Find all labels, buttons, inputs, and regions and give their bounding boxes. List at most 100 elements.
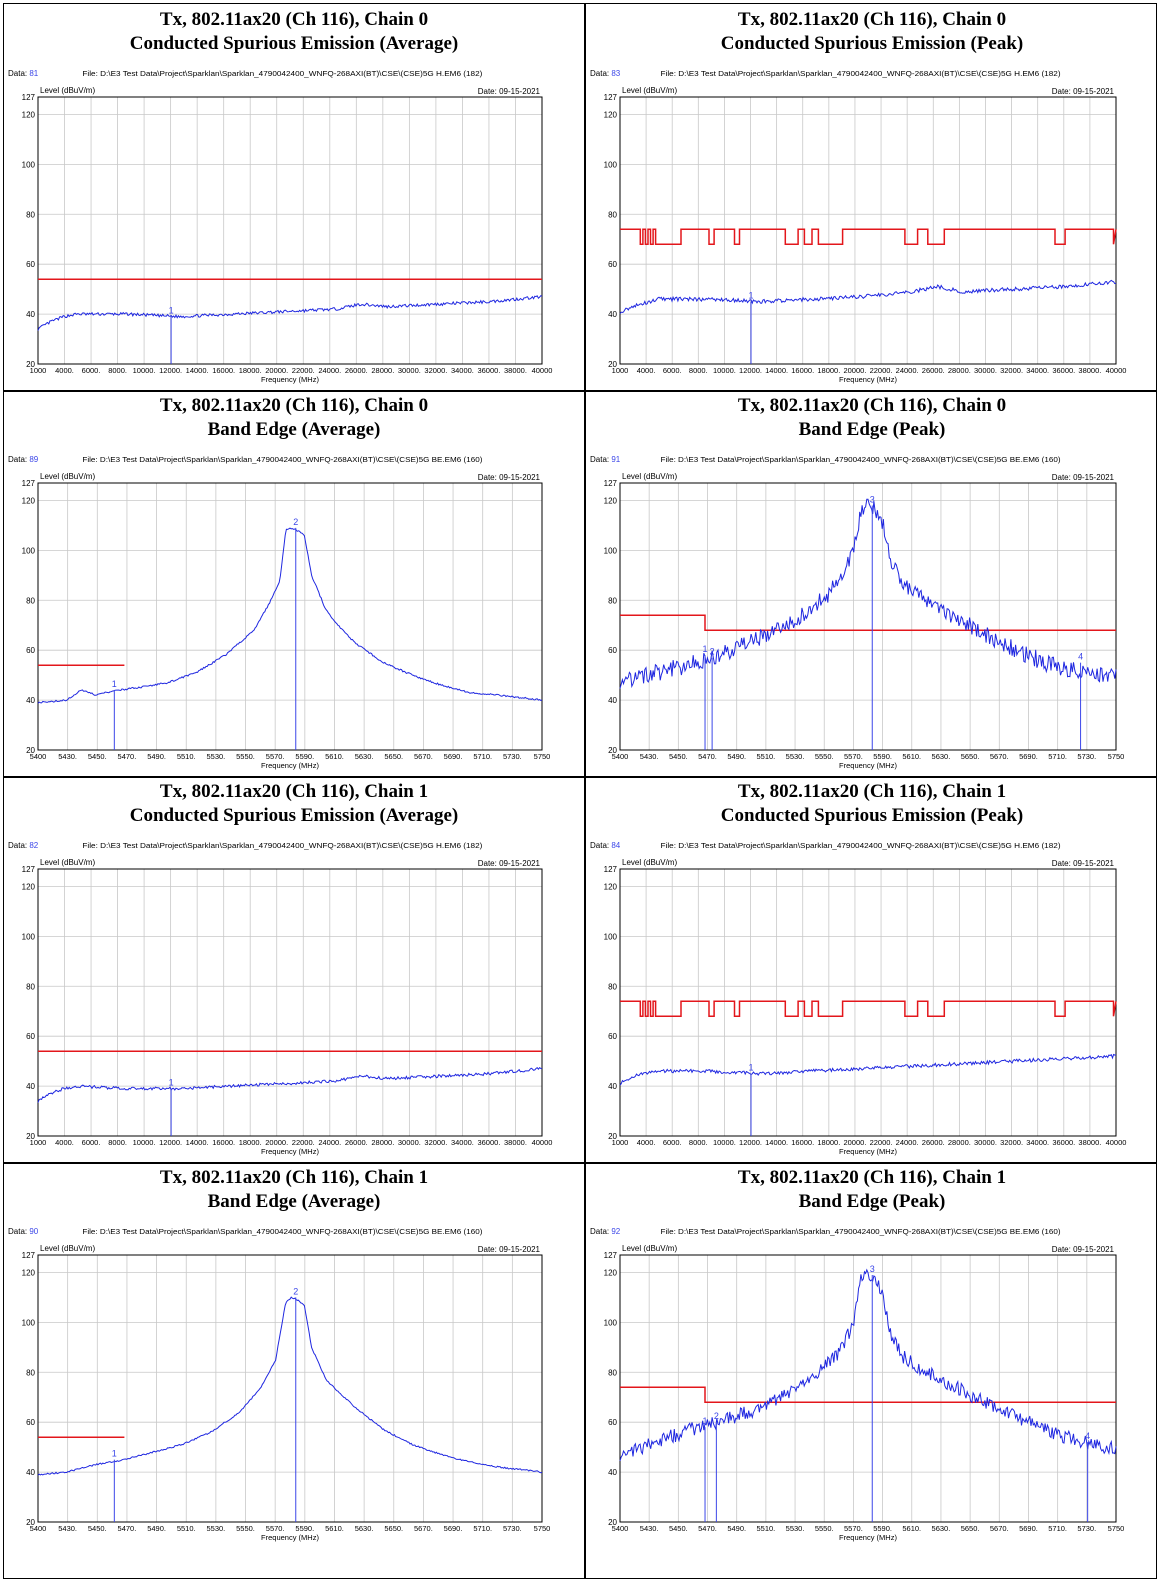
x-tick-label: 5400: [612, 1524, 629, 1533]
x-tick-label: 5450.: [669, 1524, 688, 1533]
x-tick-label: 6000.: [663, 366, 682, 375]
measurement-trace: [619, 279, 1117, 314]
marker-label: 2: [293, 517, 298, 527]
x-tick-label: 5670.: [414, 1524, 433, 1533]
x-tick-label: 1000: [612, 1138, 629, 1147]
x-tick-label: 34000.: [1026, 1138, 1049, 1147]
x-tick-label: 5490.: [727, 1524, 746, 1533]
y-axis-label: Level (dBuV/m): [622, 1244, 677, 1253]
x-tick-label: 5610.: [325, 752, 344, 761]
file-path: File: D:\E3 Test Data\Project\Sparklan\S…: [82, 69, 483, 78]
measurement-trace: [619, 1268, 1117, 1462]
x-tick-label: 10000.: [713, 1138, 736, 1147]
y-tick-label: 80: [608, 1368, 617, 1377]
x-tick-label: 32000.: [424, 1138, 447, 1147]
data-label: Data: 90: [8, 1227, 39, 1236]
y-axis-label: Level (dBuV/m): [40, 472, 95, 481]
x-tick-label: 5610.: [902, 1524, 921, 1533]
x-tick-label: 5650.: [961, 1524, 980, 1533]
marker-label: 1: [112, 1449, 117, 1459]
x-tick-label: 5530.: [206, 752, 225, 761]
y-tick-label: 100: [22, 1318, 36, 1327]
spectrum-chart: Data: 90 File: D:\E3 Test Data\Project\Sp…: [8, 1227, 551, 1542]
data-label: Data: 91: [590, 455, 621, 464]
x-tick-label: 32000.: [1000, 366, 1023, 375]
y-tick-label: 20: [608, 746, 617, 755]
marker-label: 1: [112, 679, 117, 689]
file-path: File: D:\E3 Test Data\Project\Sparklan\S…: [661, 841, 1062, 850]
x-tick-label: 5710.: [1048, 1524, 1067, 1533]
x-tick-label: 5450.: [669, 752, 688, 761]
data-number: 84: [611, 841, 620, 850]
plot-frame: [619, 868, 1117, 1137]
data-label: Data: 89: [8, 455, 39, 464]
y-tick-label: 80: [26, 210, 35, 219]
x-tick-label: 5490.: [147, 1524, 166, 1533]
x-tick-label: 14000.: [186, 366, 209, 375]
x-tick-label: 5750: [534, 1524, 551, 1533]
date-label: Date: 09-15-2021: [1052, 1245, 1115, 1254]
y-tick-label: 120: [604, 882, 618, 891]
x-tick-label: 5550.: [815, 1524, 834, 1533]
x-tick-label: 24000.: [318, 1138, 341, 1147]
y-tick-label: 100: [22, 932, 36, 941]
x-tick-label: 5690.: [444, 752, 463, 761]
y-tick-label: 40: [26, 310, 35, 319]
y-tick-label: 80: [608, 210, 617, 219]
x-tick-label: 5470.: [698, 752, 717, 761]
panel-subtitle: Band Edge (Peak): [798, 419, 946, 440]
x-tick-label: 24000.: [896, 366, 919, 375]
spectrum-chart: Data: 92 File: D:\E3 Test Data\Project\Sp…: [590, 1227, 1125, 1542]
x-tick-label: 5530.: [786, 752, 805, 761]
y-tick-label: 60: [608, 260, 617, 269]
x-tick-label: 5630.: [932, 1524, 951, 1533]
marker-label: 2: [714, 1411, 719, 1421]
x-tick-label: 5630.: [355, 1524, 374, 1533]
x-tick-label: 28000.: [948, 366, 971, 375]
x-tick-label: 5750: [1108, 1524, 1125, 1533]
results-table: Tx, 802.11ax20 (Ch 116), Chain 0 Conducte…: [3, 3, 1157, 1579]
date-label: Date: 09-15-2021: [478, 87, 541, 96]
x-tick-label: 10000.: [133, 366, 156, 375]
y-tick-label: 127: [604, 865, 618, 874]
marker-label: 4: [1078, 652, 1083, 662]
x-tick-label: 12000.: [159, 1138, 182, 1147]
marker-label: 4: [1085, 1431, 1090, 1441]
y-tick-label: 60: [26, 1418, 35, 1427]
x-axis-label: Frequency (MHz): [261, 375, 319, 384]
x-tick-label: 1000: [612, 366, 629, 375]
date-label: Date: 09-15-2021: [1052, 859, 1115, 868]
marker-label: 2: [293, 1286, 298, 1296]
x-tick-label: 30000.: [974, 366, 997, 375]
y-tick-label: 40: [608, 1468, 617, 1477]
x-tick-label: 26000.: [922, 1138, 945, 1147]
x-tick-label: 5400: [612, 752, 629, 761]
x-axis-label: Frequency (MHz): [261, 1147, 319, 1156]
x-tick-label: 14000.: [765, 366, 788, 375]
y-tick-label: 120: [604, 496, 618, 505]
panel-subtitle: Conducted Spurious Emission (Average): [129, 33, 459, 54]
spectrum-chart: Data: 83 File: D:\E3 Test Data\Project\Sp…: [590, 69, 1126, 384]
x-tick-label: 24000.: [896, 1138, 919, 1147]
x-axis-label: Frequency (MHz): [839, 1533, 897, 1542]
y-tick-label: 60: [26, 1032, 35, 1041]
y-tick-label: 127: [22, 479, 36, 488]
y-tick-label: 40: [608, 310, 617, 319]
row-divider: [4, 390, 1156, 392]
y-tick-label: 80: [26, 596, 35, 605]
x-tick-label: 40000: [532, 1138, 553, 1147]
y-tick-label: 80: [608, 982, 617, 991]
x-tick-label: 6000.: [82, 1138, 101, 1147]
y-tick-label: 127: [22, 865, 36, 874]
limit-line: [620, 614, 1116, 631]
marker-label: 3: [870, 494, 875, 504]
plot-frame: [37, 482, 543, 751]
x-tick-label: 36000.: [1052, 366, 1075, 375]
x-tick-label: 5470.: [118, 752, 137, 761]
x-tick-label: 5590.: [873, 752, 892, 761]
x-tick-label: 5650.: [961, 752, 980, 761]
x-tick-label: 5570.: [266, 752, 285, 761]
y-tick-label: 40: [608, 1082, 617, 1091]
x-tick-label: 5750: [1108, 752, 1125, 761]
x-tick-label: 5430.: [640, 752, 659, 761]
